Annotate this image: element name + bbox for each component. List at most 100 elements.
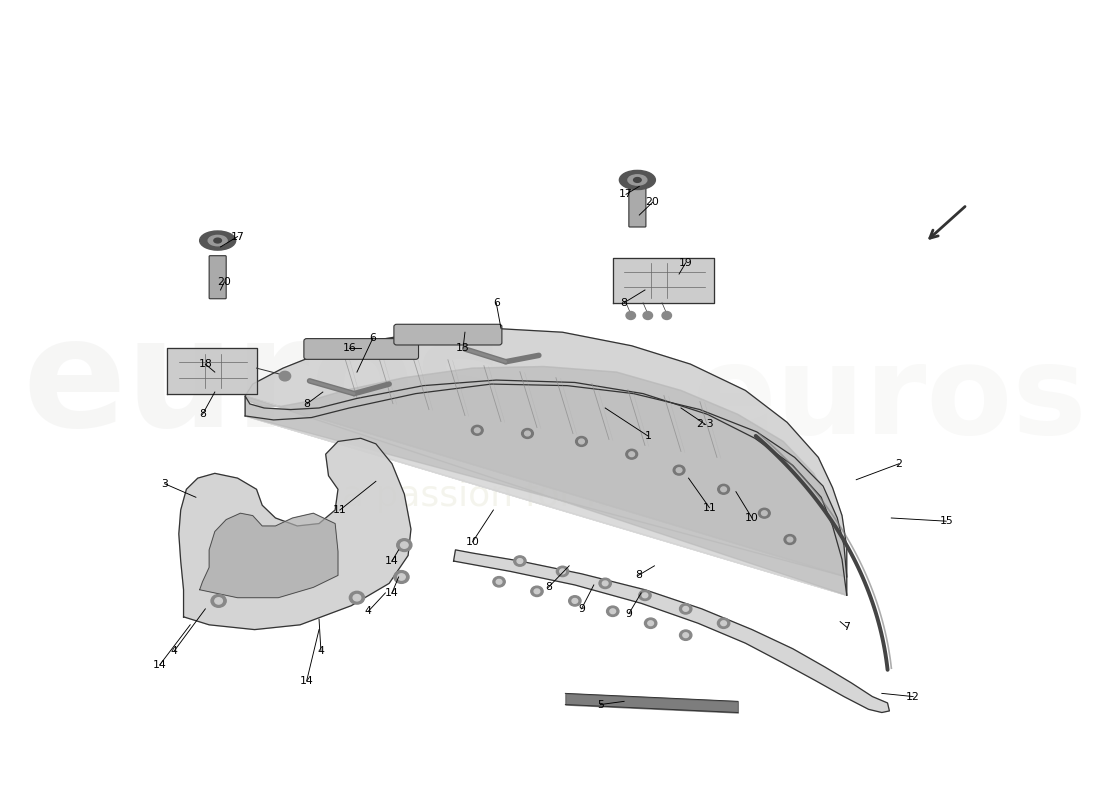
Circle shape: [673, 466, 685, 475]
Text: 11: 11: [333, 505, 346, 515]
Circle shape: [629, 452, 635, 457]
Circle shape: [603, 581, 608, 586]
Circle shape: [606, 606, 619, 617]
Text: a passion for lambos: a passion for lambos: [342, 478, 717, 513]
Text: 17: 17: [619, 190, 632, 199]
Text: 19: 19: [679, 258, 693, 268]
Circle shape: [474, 428, 480, 433]
Text: 15: 15: [939, 516, 953, 526]
Circle shape: [575, 437, 587, 446]
Circle shape: [759, 508, 770, 518]
FancyBboxPatch shape: [629, 187, 646, 227]
Text: 8: 8: [304, 399, 310, 409]
Ellipse shape: [634, 178, 641, 182]
Text: 17: 17: [231, 231, 244, 242]
Circle shape: [720, 621, 726, 626]
Circle shape: [569, 596, 581, 606]
Ellipse shape: [200, 231, 235, 250]
Circle shape: [680, 604, 692, 614]
Polygon shape: [245, 380, 847, 595]
Text: 14: 14: [385, 556, 399, 566]
Circle shape: [683, 606, 689, 611]
Ellipse shape: [208, 235, 227, 246]
Circle shape: [514, 556, 526, 566]
Circle shape: [397, 538, 411, 551]
Circle shape: [784, 534, 795, 545]
Circle shape: [648, 621, 653, 626]
Circle shape: [398, 574, 405, 580]
Circle shape: [645, 618, 657, 629]
Circle shape: [353, 594, 361, 601]
Text: 2: 2: [895, 458, 902, 469]
Text: 14: 14: [153, 660, 167, 670]
Ellipse shape: [619, 170, 656, 190]
Circle shape: [560, 569, 565, 574]
Circle shape: [626, 450, 638, 459]
Polygon shape: [453, 550, 890, 713]
Text: 7: 7: [844, 622, 850, 632]
Text: 20: 20: [218, 277, 231, 287]
Circle shape: [394, 570, 409, 583]
Ellipse shape: [628, 174, 647, 185]
Text: 10: 10: [465, 537, 480, 547]
Polygon shape: [167, 348, 256, 394]
Circle shape: [676, 468, 682, 473]
Text: 13: 13: [456, 343, 470, 353]
Text: euros: euros: [692, 339, 1087, 461]
Circle shape: [472, 426, 483, 435]
Circle shape: [639, 590, 651, 601]
Polygon shape: [245, 328, 847, 577]
Circle shape: [609, 609, 616, 614]
Circle shape: [400, 542, 408, 548]
Text: 1: 1: [645, 431, 651, 441]
Text: 8: 8: [544, 582, 552, 592]
Text: 16: 16: [342, 343, 356, 353]
Text: 6: 6: [370, 333, 376, 343]
Text: 10: 10: [745, 513, 759, 523]
Circle shape: [535, 589, 540, 594]
Circle shape: [683, 633, 689, 638]
Circle shape: [717, 618, 729, 629]
Text: 5: 5: [597, 699, 604, 710]
Circle shape: [680, 630, 692, 640]
Text: 4: 4: [365, 606, 372, 616]
Text: 11: 11: [703, 502, 716, 513]
Circle shape: [496, 579, 502, 584]
Circle shape: [788, 537, 793, 542]
Circle shape: [662, 311, 671, 319]
FancyBboxPatch shape: [209, 256, 227, 298]
Circle shape: [531, 586, 543, 597]
Text: 12: 12: [906, 691, 920, 702]
Text: 2-3: 2-3: [696, 419, 714, 429]
Circle shape: [717, 484, 729, 494]
Text: 4: 4: [318, 646, 324, 656]
Circle shape: [761, 511, 767, 515]
Text: 8: 8: [199, 410, 206, 419]
Text: 14: 14: [300, 676, 313, 686]
FancyBboxPatch shape: [304, 338, 418, 359]
Circle shape: [350, 591, 364, 604]
Ellipse shape: [213, 238, 221, 243]
Text: 6: 6: [493, 298, 499, 308]
Polygon shape: [200, 514, 338, 598]
Circle shape: [521, 429, 534, 438]
Text: 9: 9: [578, 604, 585, 614]
Polygon shape: [613, 258, 714, 302]
FancyBboxPatch shape: [394, 324, 502, 345]
Circle shape: [557, 566, 569, 577]
Circle shape: [214, 598, 222, 604]
Circle shape: [517, 558, 522, 563]
Circle shape: [579, 439, 584, 444]
Text: 14: 14: [385, 588, 399, 598]
Circle shape: [720, 487, 726, 492]
Polygon shape: [179, 438, 411, 630]
Circle shape: [493, 577, 505, 587]
Text: 9: 9: [626, 609, 632, 618]
Text: 18: 18: [198, 359, 212, 369]
Circle shape: [572, 598, 578, 603]
Circle shape: [525, 431, 530, 436]
Circle shape: [211, 594, 227, 607]
Polygon shape: [245, 366, 847, 595]
Text: 20: 20: [646, 198, 660, 207]
Circle shape: [600, 578, 612, 589]
